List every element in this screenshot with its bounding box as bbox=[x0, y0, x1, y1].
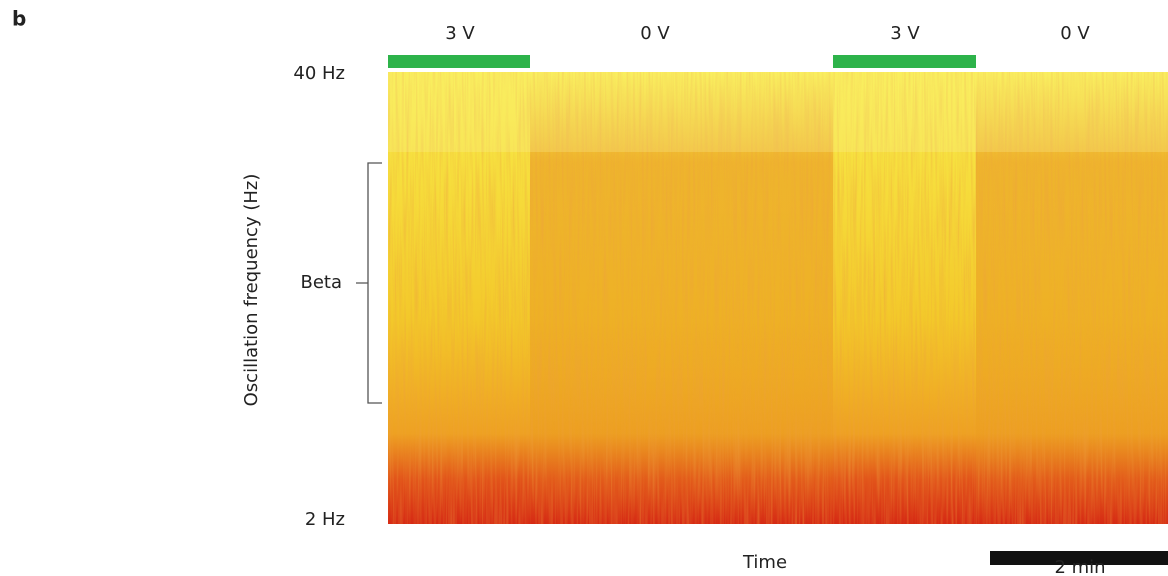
stim-label: 0 V bbox=[640, 23, 670, 44]
panel-label: b bbox=[12, 7, 26, 31]
stim-label: 3 V bbox=[890, 23, 920, 44]
beta-bracket bbox=[356, 162, 382, 404]
scale-bar-label: 2 min bbox=[1054, 557, 1105, 576]
stim-label: 3 V bbox=[445, 23, 475, 44]
y-top-label: 40 Hz bbox=[293, 63, 345, 84]
band-label: Beta bbox=[300, 272, 342, 293]
stim-bar bbox=[388, 55, 530, 68]
stim-label: 0 V bbox=[1060, 23, 1090, 44]
y-axis-title: Oscillation frequency (Hz) bbox=[241, 174, 262, 407]
scale-bar bbox=[990, 551, 1168, 565]
stim-bar bbox=[833, 55, 976, 68]
x-axis-title: Time bbox=[742, 552, 787, 573]
y-bottom-label: 2 Hz bbox=[305, 509, 345, 530]
spectrogram bbox=[388, 72, 1168, 524]
